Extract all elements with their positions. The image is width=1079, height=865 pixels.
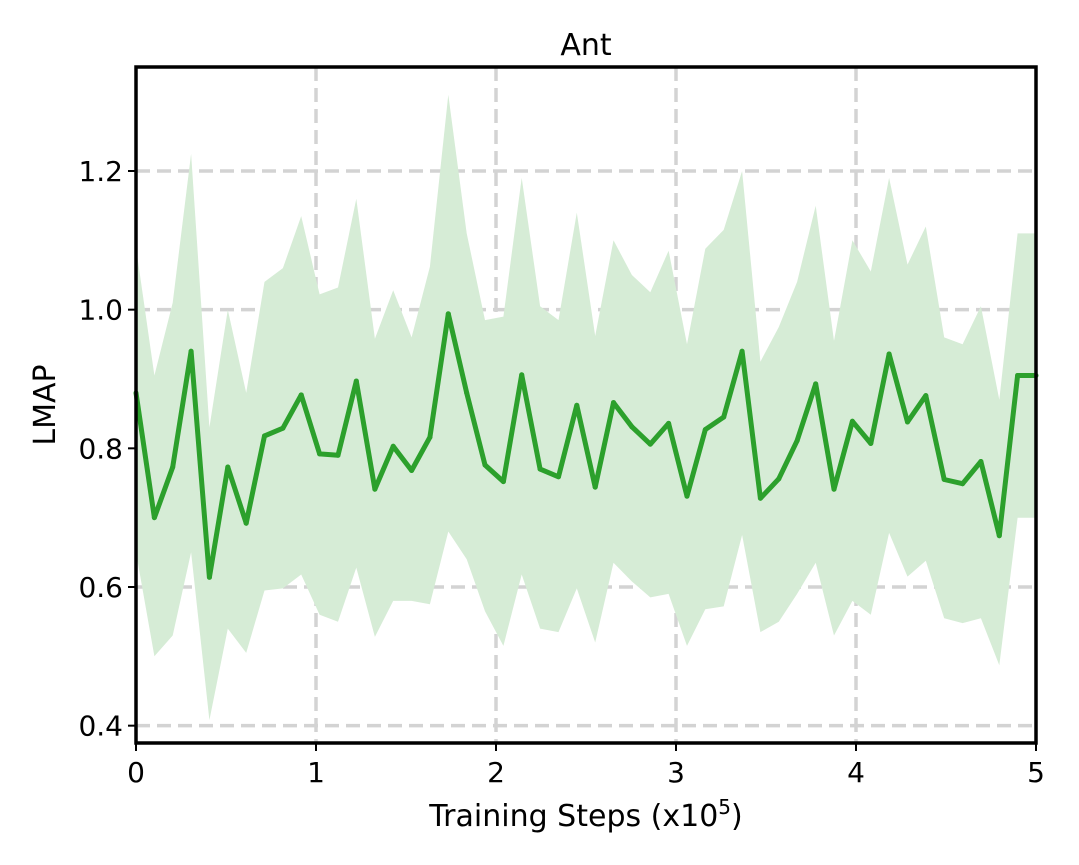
data-point [390, 443, 396, 449]
data-point [280, 425, 286, 431]
data-point [941, 477, 947, 483]
data-point [409, 468, 415, 474]
std-band [136, 94, 1036, 721]
y-tick-label: 1.2 [78, 155, 123, 188]
x-axis-label-exponent: 5 [718, 795, 731, 819]
x-tick-label: 0 [127, 756, 145, 789]
data-point [206, 574, 212, 580]
data-point [482, 462, 488, 468]
x-axis-label: Training Steps (x105) [428, 795, 742, 834]
data-point [611, 400, 617, 406]
x-tick-label: 5 [1027, 756, 1045, 789]
data-point [500, 479, 506, 485]
data-point [353, 378, 359, 384]
x-tick-label: 1 [307, 756, 325, 789]
data-point [372, 486, 378, 492]
data-point [721, 414, 727, 420]
x-tick-label: 3 [667, 756, 685, 789]
data-point [592, 484, 598, 490]
data-point [996, 533, 1002, 539]
data-point [702, 427, 708, 433]
y-axis-label: LMAP [28, 364, 63, 445]
y-tick-label: 0.8 [78, 432, 123, 465]
data-point [243, 520, 249, 526]
y-tick-label: 0.4 [78, 710, 123, 743]
data-point [868, 440, 874, 446]
x-axis-label-text: Training Steps (x10 [428, 799, 718, 834]
data-point [904, 419, 910, 425]
data-point [923, 393, 929, 399]
axis-ticks: 0 1 2 3 4 5 0.4 0.6 0.8 1.0 1.2 [78, 155, 1044, 789]
data-point [831, 486, 837, 492]
data-point [666, 420, 672, 426]
data-point [794, 438, 800, 444]
data-point [317, 451, 323, 457]
data-point [629, 424, 635, 430]
data-point [684, 493, 690, 499]
data-point [445, 311, 451, 317]
data-point [427, 434, 433, 440]
data-point [776, 476, 782, 482]
chart-title: Ant [560, 28, 612, 63]
data-point [298, 392, 304, 398]
data-point [335, 452, 341, 458]
mean-line-layer [133, 311, 1036, 580]
data-point [739, 348, 745, 354]
data-point [537, 466, 543, 472]
data-point [849, 418, 855, 424]
data-point [262, 433, 268, 439]
data-point [813, 381, 819, 387]
data-point [647, 441, 653, 447]
data-point [555, 474, 561, 480]
data-point [1015, 373, 1021, 379]
data-point [151, 515, 157, 521]
data-point [978, 459, 984, 465]
plot-frame [134, 65, 1038, 745]
x-tick-label: 4 [847, 756, 865, 789]
data-point [464, 390, 470, 396]
data-point [886, 351, 892, 357]
data-point [225, 464, 231, 470]
y-tick-label: 0.6 [78, 571, 123, 604]
y-tick-label: 1.0 [78, 294, 123, 327]
data-point [757, 495, 763, 501]
x-tick-label: 2 [487, 756, 505, 789]
mean-line [133, 311, 1036, 580]
data-point [170, 464, 176, 470]
data-point-layer [133, 311, 1039, 580]
std-band-layer [136, 94, 1036, 721]
data-point [574, 402, 580, 408]
x-axis-label-close: ) [731, 799, 743, 834]
data-point [519, 372, 525, 378]
data-point [960, 481, 966, 487]
data-point [188, 348, 194, 354]
